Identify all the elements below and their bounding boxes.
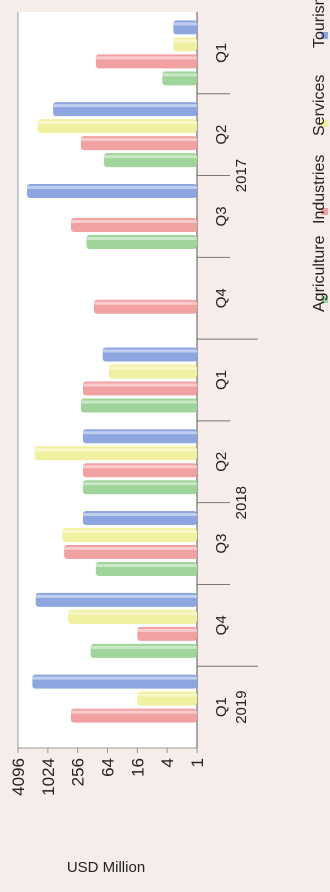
legend-label-industries: Industries [311, 155, 328, 224]
year-label: 2017 [233, 159, 250, 192]
bar-industries-q4-2017 [93, 299, 197, 314]
value-axis-tick-label: 64 [99, 758, 118, 777]
value-axis: 4096 1024 256 64 16 4 1 [9, 748, 207, 796]
bar-highlight [82, 431, 197, 435]
bar-agriculture-q3-2017 [86, 234, 197, 249]
bar-industries-q1-2018 [82, 381, 197, 396]
value-axis-label: USD Million [67, 859, 145, 876]
quarter-label: Q3 [213, 206, 230, 226]
bar-highlight [93, 301, 197, 305]
bar-highlight [62, 530, 197, 534]
bar-highlight [104, 155, 197, 159]
bar-highlight [162, 73, 197, 77]
bar-industries-q2-2018 [82, 463, 197, 478]
quarter-label: Q3 [213, 534, 230, 554]
year-label: 2018 [233, 486, 250, 519]
legend-swatch-services [321, 120, 328, 127]
bar-highlight [70, 219, 197, 223]
value-axis-tick-label: 1024 [39, 758, 58, 796]
bar-tourism-q4-2018 [35, 592, 198, 607]
legend-label-services: Services [311, 75, 328, 136]
value-axis-tick-label: 256 [69, 758, 88, 786]
bar-highlight [173, 39, 197, 43]
bar-industries-q3-2017 [70, 217, 197, 232]
value-axis-tick-label: 4096 [9, 758, 28, 796]
bar-highlight [82, 383, 197, 387]
year-label: 2019 [233, 690, 250, 723]
bar-highlight [82, 465, 197, 469]
plot-background [18, 12, 197, 748]
bar-highlight [90, 645, 197, 649]
bar-services-q1-2019 [137, 691, 197, 706]
value-axis-tick-label: 1 [188, 758, 207, 767]
value-axis-tick-label: 4 [158, 758, 177, 767]
bar-agriculture-q2-2018 [82, 480, 197, 495]
bar-highlight [95, 56, 197, 60]
bar-highlight [34, 448, 198, 452]
bar-tourism-q3-2018 [82, 511, 197, 526]
quarter-label: Q1 [213, 697, 230, 717]
bar-tourism-q1-2017 [173, 20, 197, 35]
bar-highlight [53, 104, 197, 108]
bar-highlight [32, 676, 197, 680]
quarter-label: Q1 [213, 370, 230, 390]
bar-highlight [80, 138, 197, 142]
bar-highlight [70, 710, 197, 714]
bar-highlight [137, 693, 197, 697]
bar-tourism-q1-2018 [102, 347, 197, 362]
bar-highlight [95, 564, 197, 568]
bar-highlight [173, 22, 197, 26]
bar-agriculture-q2-2017 [104, 153, 197, 168]
legend: Agriculture Industries Services Tourism [311, 0, 328, 312]
legend-swatch-agriculture [321, 296, 328, 303]
bar-services-q1-2018 [108, 364, 197, 379]
bar-industries-q1-2017 [95, 54, 197, 69]
bar-highlight [64, 547, 197, 551]
bar-services-q3-2018 [62, 528, 197, 543]
bar-highlight [68, 611, 198, 615]
bar-services-q2-2018 [34, 446, 198, 461]
bar-industries-q1-2019 [70, 708, 197, 723]
bar-agriculture-q4-2018 [90, 643, 197, 658]
bar-services-q2-2017 [37, 119, 198, 134]
bar-tourism-q3-2017 [26, 183, 198, 198]
bar-tourism-q1-2019 [32, 674, 197, 689]
bar-highlight [35, 594, 198, 598]
legend-swatch-industries [321, 208, 328, 215]
bar-industries-q4-2018 [137, 626, 197, 641]
bar-highlight [82, 482, 197, 486]
bar-highlight [108, 366, 197, 370]
quarter-label: Q4 [213, 288, 230, 308]
bar-services-q1-2017 [173, 37, 197, 52]
quarter-label: Q2 [213, 125, 230, 145]
bar-tourism-q2-2017 [53, 102, 197, 117]
bar-highlight [102, 349, 197, 353]
legend-label-agriculture: Agriculture [311, 235, 328, 312]
bar-services-q4-2018 [68, 609, 198, 624]
bar-industries-q3-2018 [64, 545, 197, 560]
quarter-label: Q4 [213, 615, 230, 635]
bar-agriculture-q1-2017 [162, 71, 197, 86]
bar-highlight [80, 400, 197, 404]
bar-agriculture-q3-2018 [95, 562, 197, 577]
bar-tourism-q2-2018 [82, 429, 197, 444]
legend-label-tourism: Tourism [311, 0, 328, 48]
value-axis-tick-label: 16 [128, 758, 147, 777]
quarter-label: Q2 [213, 452, 230, 472]
bar-industries-q2-2017 [80, 136, 197, 151]
bar-highlight [137, 628, 197, 632]
bar-highlight [86, 236, 197, 240]
bar-highlight [82, 513, 197, 517]
bar-highlight [26, 185, 198, 189]
bar-highlight [37, 121, 198, 125]
bar-agriculture-q1-2018 [80, 398, 197, 413]
legend-swatch-tourism [321, 32, 328, 39]
plot-area [17, 12, 198, 749]
quarter-label: Q1 [213, 43, 230, 63]
